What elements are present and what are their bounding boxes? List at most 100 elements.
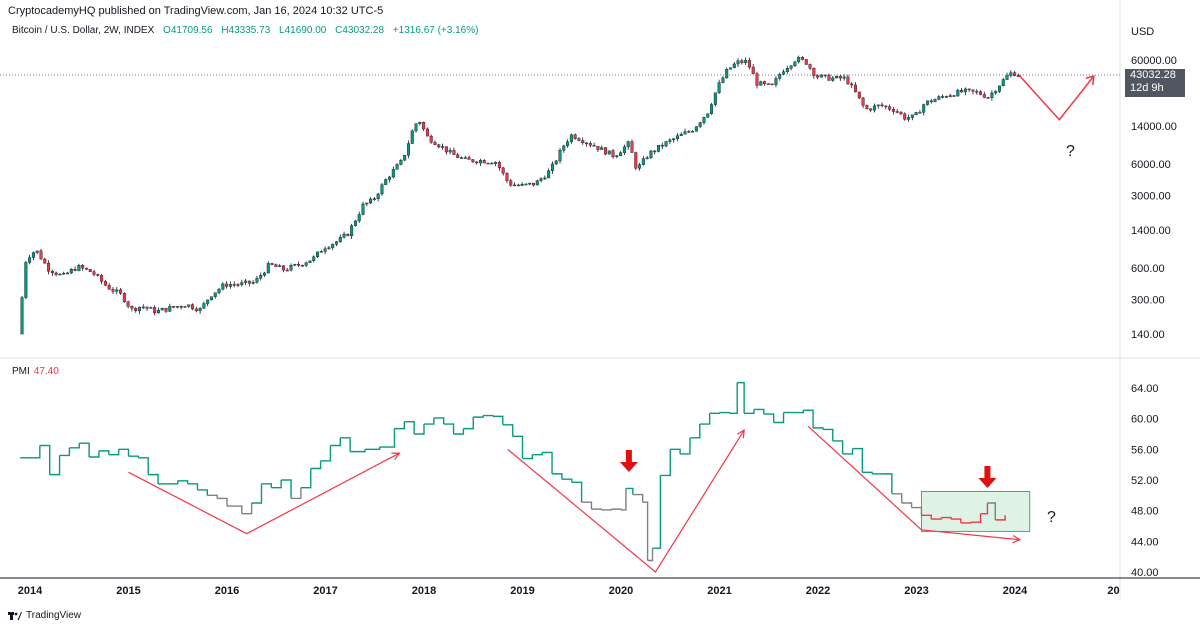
candle[interactable] [785,68,789,72]
candle[interactable] [274,264,278,267]
candle[interactable] [1005,75,1009,80]
candle[interactable] [406,143,410,156]
candle[interactable] [660,144,664,147]
candle[interactable] [467,157,471,160]
candle[interactable] [960,89,964,93]
candle[interactable] [979,91,983,95]
footer-brand[interactable]: TradingView [8,610,81,621]
candle[interactable] [384,179,388,185]
candle[interactable] [39,250,43,260]
candle[interactable] [789,65,793,69]
candle[interactable] [410,130,414,144]
candle[interactable] [929,100,933,103]
candle[interactable] [872,105,876,111]
candle[interactable] [429,135,433,143]
candle[interactable] [782,71,786,75]
candle[interactable] [585,142,589,145]
candle[interactable] [81,265,85,269]
candle[interactable] [437,144,441,148]
candle[interactable] [850,83,854,86]
candle[interactable] [967,88,971,91]
candle[interactable] [194,308,198,312]
candle[interactable] [494,162,498,164]
candle[interactable] [683,131,687,135]
candle[interactable] [164,308,168,312]
candle[interactable] [804,59,808,65]
candle[interactable] [948,95,952,98]
candle[interactable] [372,198,376,200]
candle[interactable] [891,109,895,112]
candle[interactable] [997,85,1001,92]
candle[interactable] [134,308,138,312]
candle[interactable] [111,289,115,292]
candle[interactable] [395,164,399,170]
candle[interactable] [58,273,62,276]
candle[interactable] [130,306,134,309]
candle[interactable] [486,162,490,165]
candle[interactable] [994,91,998,94]
candle[interactable] [281,265,285,271]
candle[interactable] [365,202,369,205]
candle[interactable] [312,256,316,261]
candle[interactable] [615,155,619,157]
candle[interactable] [369,198,373,204]
candle[interactable] [228,284,232,287]
candle[interactable] [884,105,888,108]
candle[interactable] [797,57,801,63]
candle[interactable] [251,281,255,284]
candle[interactable] [641,158,645,165]
candle[interactable] [137,306,141,312]
candle[interactable] [751,66,755,74]
candle[interactable] [425,128,429,137]
candle[interactable] [577,138,581,141]
candle[interactable] [725,69,729,79]
candle[interactable] [297,264,301,266]
candle[interactable] [857,91,861,99]
candle[interactable] [963,88,967,93]
candle[interactable] [566,141,570,147]
candle[interactable] [823,74,827,77]
candle[interactable] [452,150,456,155]
candle[interactable] [509,180,513,186]
candle[interactable] [304,262,308,266]
candle[interactable] [217,288,221,293]
candle[interactable] [600,147,604,150]
candle[interactable] [353,220,357,226]
candle[interactable] [710,104,714,114]
candle[interactable] [350,225,354,237]
candle[interactable] [925,100,929,105]
candle[interactable] [376,193,380,199]
candle[interactable] [588,143,592,146]
candle[interactable] [986,97,990,99]
candle[interactable] [96,274,100,276]
annotation-trend-line[interactable] [807,425,1020,541]
candle[interactable] [236,284,240,286]
candle[interactable] [62,272,66,275]
candle[interactable] [531,182,535,186]
candle[interactable] [547,170,551,179]
candle[interactable] [941,96,945,98]
candle[interactable] [247,280,251,284]
candle[interactable] [24,262,28,298]
candle[interactable] [73,269,77,271]
candle[interactable] [77,265,81,271]
candle[interactable] [664,141,668,147]
candle[interactable] [156,309,160,314]
candle[interactable] [982,94,986,98]
currency-label[interactable]: USD [1131,26,1155,38]
candle[interactable] [694,126,698,132]
candle[interactable] [907,117,911,120]
candle[interactable] [554,160,558,165]
candle[interactable] [736,60,740,65]
candle[interactable] [471,159,475,163]
annotation-trend-line[interactable] [128,452,400,535]
candle[interactable] [899,111,903,115]
candle[interactable] [774,78,778,86]
candle[interactable] [937,96,941,100]
candle[interactable] [198,308,202,312]
projection-path[interactable] [1018,74,1095,121]
candle[interactable] [755,73,759,86]
candle[interactable] [861,97,865,106]
candle[interactable] [316,251,320,258]
